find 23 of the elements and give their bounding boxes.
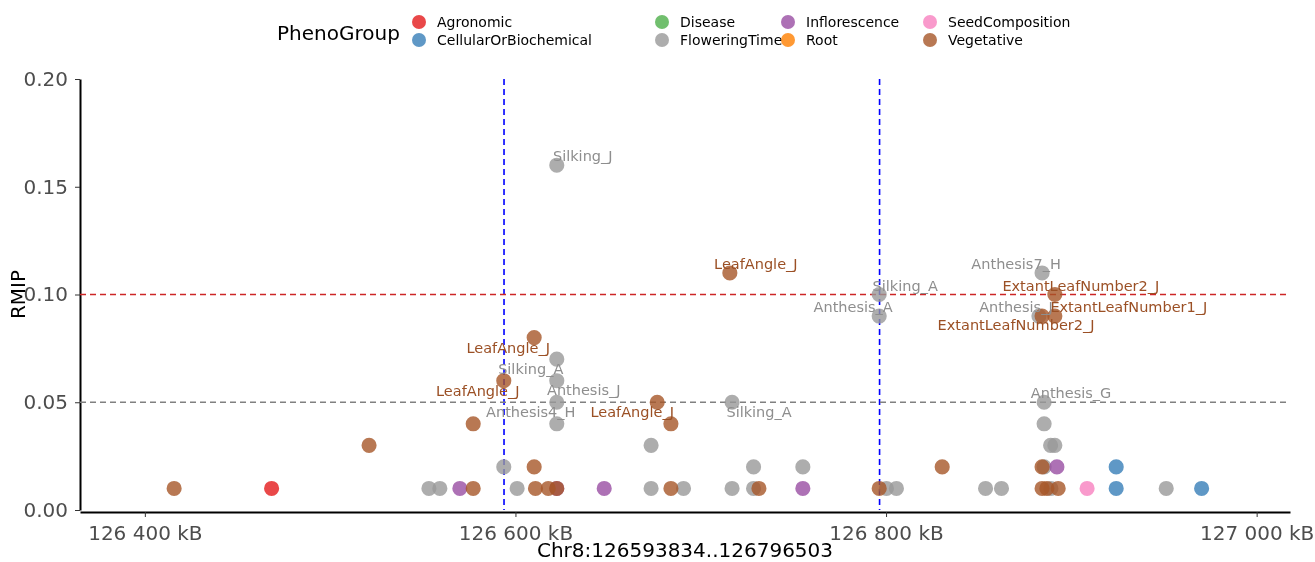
annotation: LeafAngle_J (436, 382, 520, 399)
annotation: LeafAngle_J (466, 339, 550, 356)
x-tick-label: 126 400 kB (88, 521, 203, 545)
legend-title: PhenoGroup (277, 21, 400, 45)
legend-label: Root (806, 31, 839, 48)
annotation: ExtantLeafNumber2_J (937, 317, 1095, 334)
legend-label: SeedComposition (948, 13, 1071, 30)
x-tick-label: 126 800 kB (829, 521, 944, 545)
legend-label: Disease (680, 13, 736, 30)
legend-label: CellularOrBiochemical (437, 31, 592, 48)
legend-label: Agronomic (437, 13, 513, 30)
annotation: LeafAngle_J (590, 404, 674, 421)
annotation: Silking_A (726, 404, 792, 421)
annotation: Anthesis_J (979, 299, 1053, 316)
legend-label: Inflorescence (806, 13, 900, 30)
y-tick-label: 0.05 (23, 390, 68, 415)
y-tick-label: 0.15 (23, 174, 68, 199)
y-tick-label: 0.20 (23, 66, 68, 91)
x-tick-label: 127 000 kB (1199, 521, 1315, 545)
legend-label: FloweringTime (680, 31, 783, 48)
legend-label: Vegetative (948, 31, 1023, 48)
annotation: Anthesis_A (813, 299, 893, 316)
y-tick-label: 0.00 (23, 497, 68, 522)
